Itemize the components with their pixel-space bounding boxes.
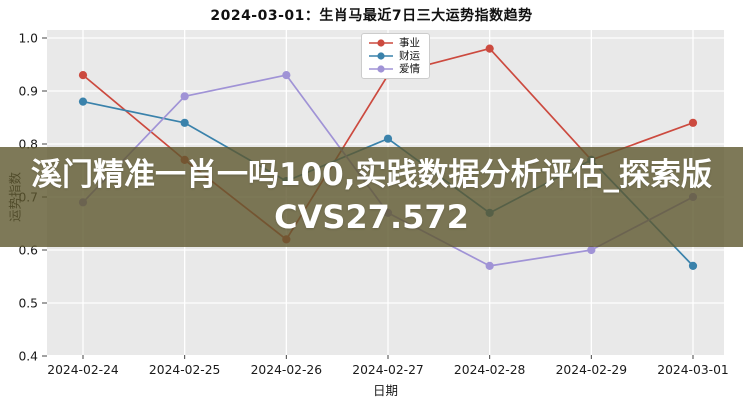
x-tick-label: 2024-02-29 (556, 363, 627, 377)
data-point-1-3 (383, 134, 393, 143)
legend: 事业 财运 爱情 (361, 33, 430, 79)
x-axis-label: 日期 (372, 383, 398, 398)
data-point-2-1 (180, 92, 189, 101)
data-point-0-4 (485, 44, 494, 53)
y-tick-label: 0.4 (18, 349, 38, 363)
x-tick-label: 2024-02-27 (352, 363, 423, 377)
watermark-line1: 溪门精准一肖一吗100,实践数据分析评估_探索版 (31, 157, 712, 193)
x-tick-label: 2024-02-28 (454, 363, 525, 377)
legend-label: 爱情 (399, 63, 420, 75)
x-tick-label: 2024-03-01 (657, 363, 728, 377)
data-point-1-1 (180, 118, 189, 127)
watermark-overlay: 溪门精准一肖一吗100,实践数据分析评估_探索版 CVS27.572 (0, 147, 743, 247)
legend-line-marker-icon (369, 52, 393, 60)
legend-label: 事业 (399, 37, 420, 49)
legend-item-0: 事业 (368, 37, 420, 49)
watermark-line2: CVS27.572 (274, 198, 469, 236)
data-point-1-0 (78, 97, 88, 106)
legend-item-1: 财运 (368, 50, 420, 62)
legend-item-2: 爱情 (368, 63, 420, 75)
data-point-1-6 (688, 261, 698, 270)
x-tick-label: 2024-02-24 (47, 363, 119, 377)
legend-label: 财运 (399, 50, 420, 62)
data-point-2-5 (587, 245, 596, 255)
data-point-0-6 (688, 118, 698, 127)
y-tick-label: 0.9 (18, 84, 38, 98)
y-tick-label: 0.5 (18, 296, 38, 310)
y-tick-label: 1.0 (18, 31, 38, 45)
x-tick-label: 2024-02-26 (251, 363, 323, 377)
chart-title: 2024-03-01：生肖马最近7日三大运势指数趋势 (210, 8, 533, 24)
data-point-2-4 (485, 261, 494, 270)
legend-line-marker-icon (369, 39, 393, 47)
x-tick-label: 2024-02-25 (149, 363, 220, 377)
data-point-2-2 (282, 71, 291, 80)
legend-line-marker-icon (369, 65, 393, 73)
data-point-0-0 (78, 71, 88, 80)
